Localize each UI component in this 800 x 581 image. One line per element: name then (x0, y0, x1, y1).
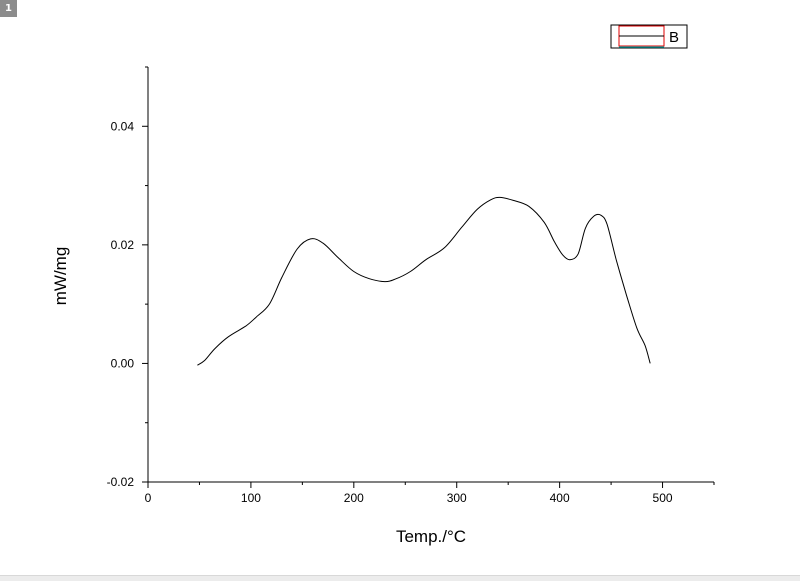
data-point (338, 257, 339, 258)
data-point (606, 224, 607, 225)
data-point (461, 226, 462, 227)
data-point (384, 281, 385, 282)
y-tick-label: 0.02 (111, 238, 135, 252)
bottom-status-strip (0, 575, 800, 581)
data-point (554, 241, 555, 242)
data-point (297, 248, 298, 249)
x-tick-label: 0 (145, 491, 152, 505)
data-point (626, 295, 627, 296)
data-point (204, 360, 205, 361)
x-tick-label: 300 (447, 491, 467, 505)
data-point (245, 325, 246, 326)
x-tick-label: 400 (550, 491, 570, 505)
data-point (310, 238, 311, 239)
y-tick-label: 0.04 (111, 119, 135, 133)
data-point (269, 304, 270, 305)
data-point (650, 363, 651, 364)
data-point (616, 259, 617, 260)
x-tick-label: 200 (344, 491, 364, 505)
series-line-b (197, 196, 651, 366)
data-point (569, 259, 570, 260)
data-point (394, 279, 395, 280)
axes (147, 67, 714, 483)
data-point (636, 327, 637, 328)
data-point (513, 200, 514, 201)
legend: B (610, 24, 688, 49)
data-point (410, 271, 411, 272)
data-point (281, 277, 282, 278)
data-point (578, 253, 579, 254)
data-point (544, 222, 545, 223)
data-point (490, 199, 491, 200)
data-point (585, 228, 586, 229)
data-point (562, 254, 563, 255)
data-point (322, 242, 323, 243)
y-tick-label: -0.02 (107, 475, 135, 489)
data-point (255, 317, 256, 318)
data-point (369, 278, 370, 279)
legend-label-b: B (669, 29, 679, 46)
x-tick-label: 500 (653, 491, 673, 505)
data-point (528, 206, 529, 207)
page-number-badge: 1 (0, 0, 17, 17)
data-point (197, 365, 198, 366)
data-point (499, 197, 500, 198)
data-point (477, 209, 478, 210)
data-point (214, 348, 215, 349)
x-axis-ticks: 0 100 200 300 400 500 (145, 482, 715, 505)
y-axis-ticks: -0.02 0.00 0.02 0.04 (107, 66, 148, 489)
data-point (228, 336, 229, 337)
data-point (425, 259, 426, 260)
series-layer (197, 196, 651, 366)
x-tick-label: 100 (241, 491, 261, 505)
data-point (600, 215, 601, 216)
y-axis-title: mW/mg (51, 247, 70, 306)
data-point (593, 216, 594, 217)
data-point (353, 271, 354, 272)
x-axis-title: Temp./°C (396, 527, 466, 546)
y-tick-label: 0.00 (111, 356, 135, 370)
data-point (444, 247, 445, 248)
data-point (644, 345, 645, 346)
